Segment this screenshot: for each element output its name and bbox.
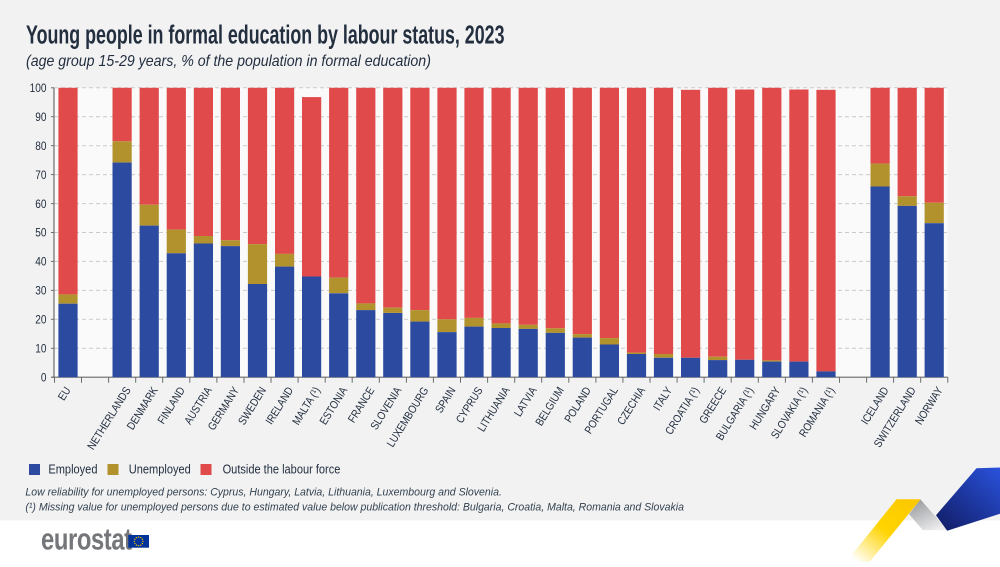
- svg-text:50: 50: [35, 227, 46, 240]
- svg-text:80: 80: [35, 140, 46, 153]
- svg-text:40: 40: [35, 256, 46, 269]
- svg-text:30: 30: [35, 285, 46, 298]
- svg-text:Outside the labour force: Outside the labour force: [223, 462, 341, 477]
- svg-text:0: 0: [41, 372, 47, 385]
- svg-text:(age group 15-29 years, % of t: (age group 15-29 years, % of the populat…: [26, 53, 431, 70]
- svg-text:eurostat: eurostat: [41, 522, 132, 557]
- svg-text:10: 10: [35, 343, 46, 356]
- svg-text:(¹) Missing value for unemploy: (¹) Missing value for unemployed persons…: [25, 501, 684, 513]
- svg-text:100: 100: [30, 82, 47, 95]
- svg-text:Unemployed: Unemployed: [129, 462, 191, 477]
- svg-text:70: 70: [35, 169, 46, 182]
- svg-text:90: 90: [35, 111, 46, 124]
- svg-text:60: 60: [35, 198, 46, 211]
- svg-text:Young people in formal educati: Young people in formal education by labo…: [26, 20, 505, 49]
- svg-text:Employed: Employed: [48, 462, 97, 477]
- svg-text:Low reliability for unemployed: Low reliability for unemployed persons: …: [25, 486, 501, 498]
- svg-text:20: 20: [35, 314, 46, 327]
